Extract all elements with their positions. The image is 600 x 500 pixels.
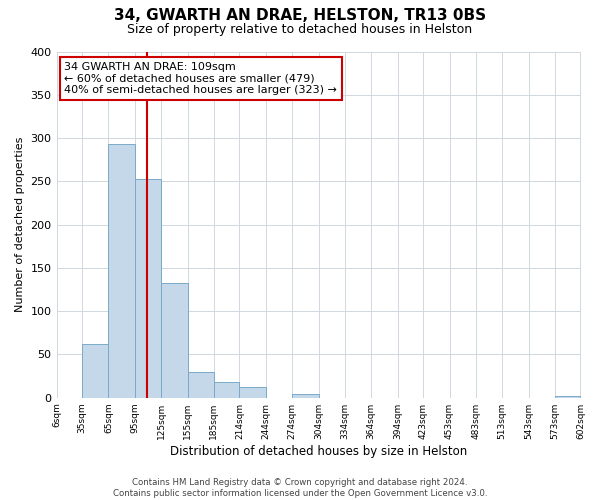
Bar (161, 284, 188, 398)
Bar (188, 372, 214, 398)
Y-axis label: Number of detached properties: Number of detached properties (15, 137, 25, 312)
Bar (135, 178, 161, 398)
Text: Contains HM Land Registry data © Crown copyright and database right 2024.
Contai: Contains HM Land Registry data © Crown c… (113, 478, 487, 498)
X-axis label: Distribution of detached houses by size in Helston: Distribution of detached houses by size … (170, 444, 467, 458)
Bar (555, 396, 580, 398)
Bar (292, 394, 319, 398)
Text: Size of property relative to detached houses in Helston: Size of property relative to detached ho… (127, 22, 473, 36)
Bar (239, 388, 266, 398)
Bar (82, 344, 109, 398)
Text: 34, GWARTH AN DRAE, HELSTON, TR13 0BS: 34, GWARTH AN DRAE, HELSTON, TR13 0BS (114, 8, 486, 22)
Bar (214, 382, 239, 398)
Bar (109, 144, 135, 398)
Text: 34 GWARTH AN DRAE: 109sqm
← 60% of detached houses are smaller (479)
40% of semi: 34 GWARTH AN DRAE: 109sqm ← 60% of detac… (64, 62, 337, 95)
